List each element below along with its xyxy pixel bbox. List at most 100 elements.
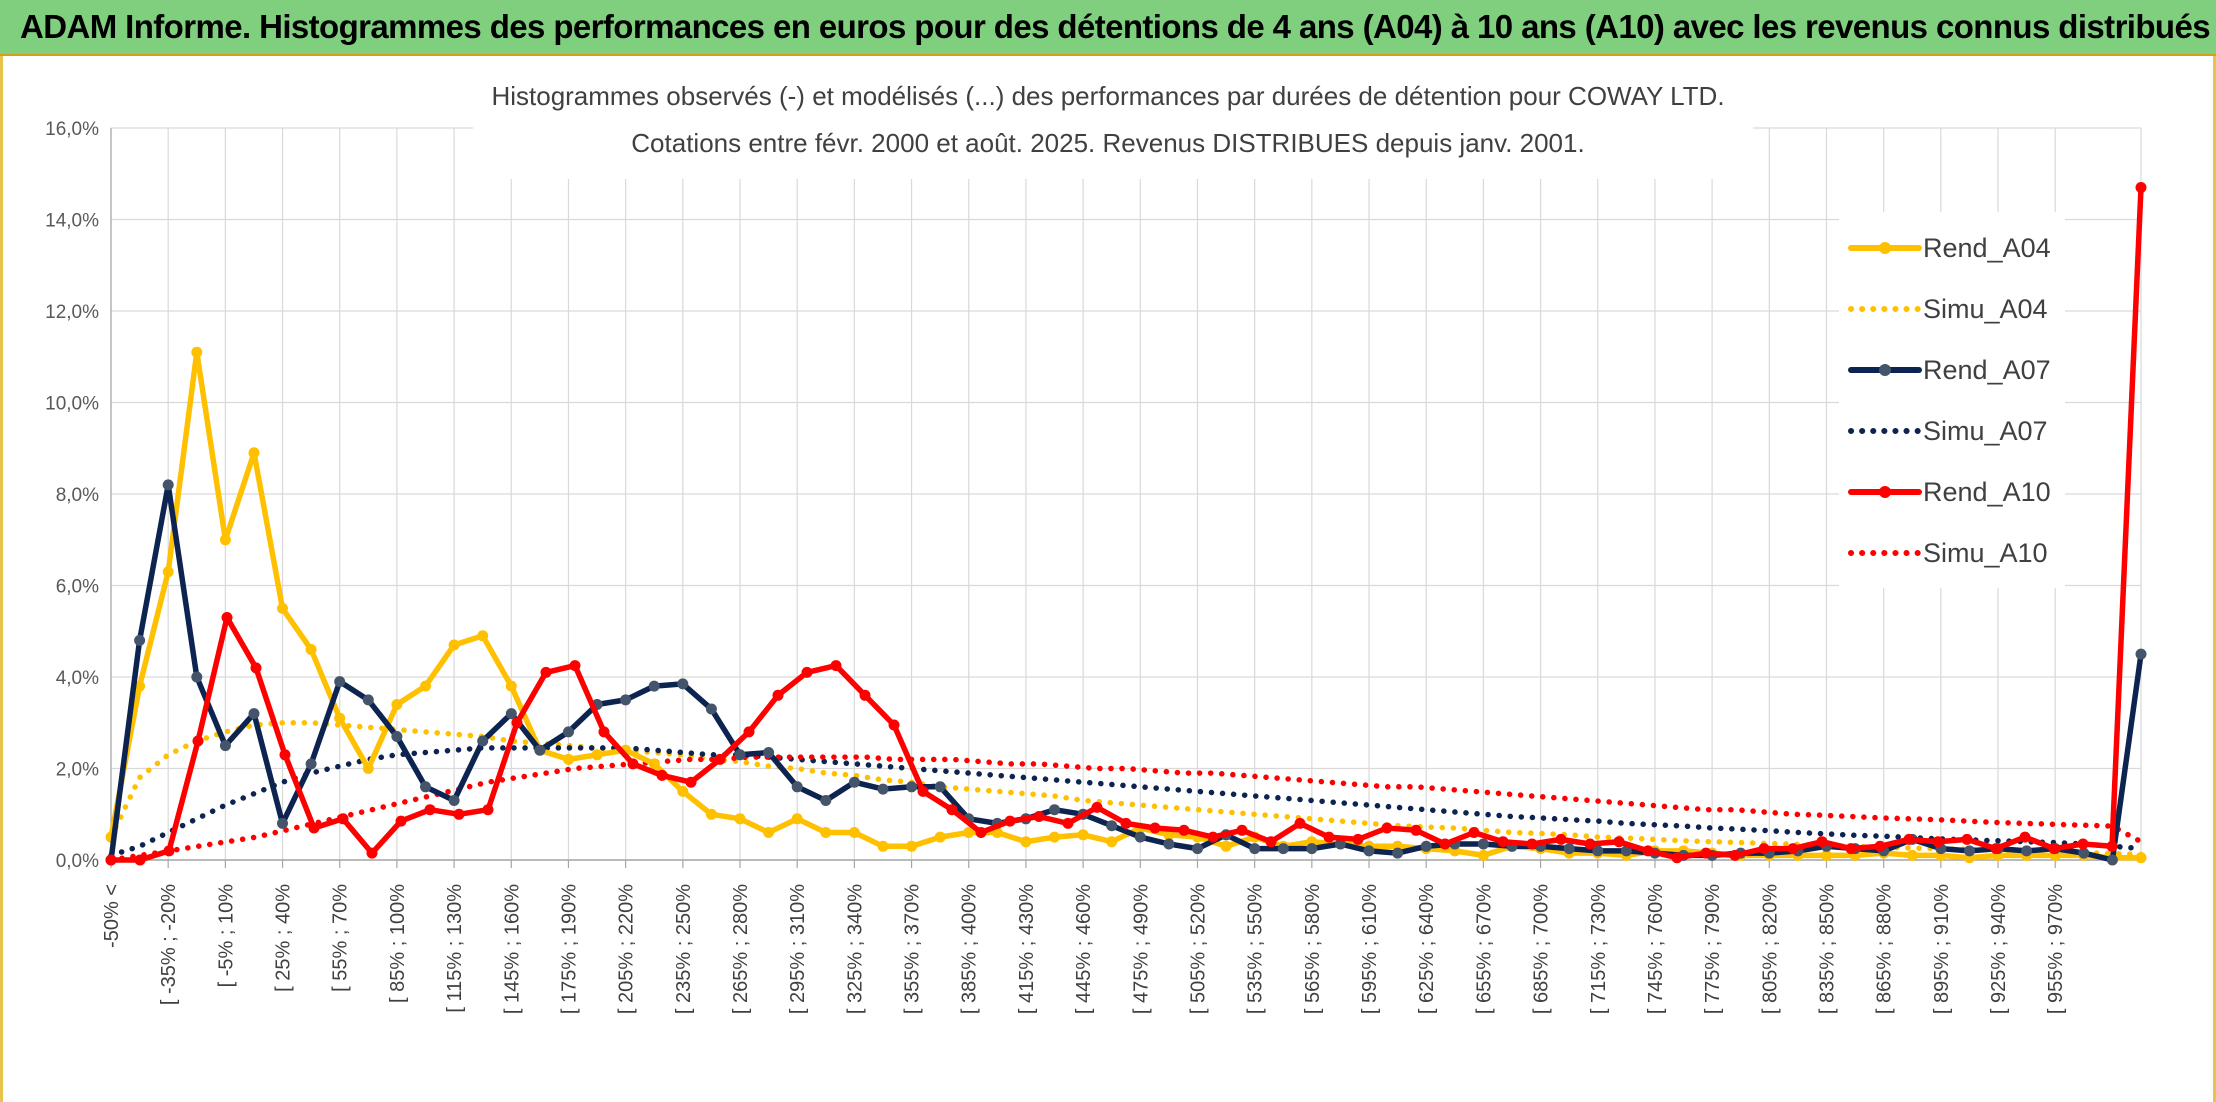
x-tick-label: [ 205% ; 220% [616,884,638,1014]
series-simu-a07 [108,745,2144,859]
data-point [1758,843,1770,855]
data-point [743,726,755,738]
data-point [820,795,832,806]
data-point [1845,843,1857,855]
x-tick-label: [ 625% ; 640% [1416,884,1438,1014]
title-background [473,59,1753,179]
data-point [1120,817,1132,829]
legend: Rend_A04 Simu_A04 Rend_A07 Simu_A07 Rend_A10… [1839,212,2065,588]
legend-label: Rend_A10 [1923,477,2051,507]
data-point [1592,845,1604,857]
data-point [2021,845,2033,857]
x-tick-label: [ 415% ; 430% [1016,884,1038,1014]
data-point [934,831,946,843]
legend-item: Rend_A10 [1848,477,2051,507]
series-line-rend-a04 [108,349,2144,861]
x-tick-label: [ 445% ; 460% [1073,884,1095,1014]
data-point [1091,801,1103,813]
data-point [277,817,288,829]
data-point [482,804,494,816]
data-point [505,708,517,720]
x-tick-label: [ 805% ; 820% [1759,884,1781,1014]
data-point [685,776,697,788]
data-point [1236,824,1248,836]
data-point [279,749,291,761]
x-tick-label: [ 865% ; 880% [1874,884,1896,1014]
data-point [1787,843,1799,855]
data-point [1334,838,1346,850]
data-point [250,662,262,674]
x-tick-label: [ -35% ; -20% [158,884,180,1005]
data-point [934,781,946,793]
data-point [1033,811,1045,822]
data-point [1163,838,1175,850]
data-point [1671,852,1683,864]
data-point [1323,831,1335,843]
data-point [1277,843,1289,855]
chart-title: Histogrammes observés (-) et modélisés (… [491,81,1724,111]
data-point [677,678,689,690]
data-point [277,602,288,614]
data-point [362,763,374,774]
data-point [391,731,403,742]
data-point [2078,847,2090,859]
data-point [1352,833,1364,845]
data-point [308,822,320,834]
x-tick-label: [ 265% ; 280% [730,884,752,1014]
data-point [1526,838,1538,850]
legend-item: Rend_A07 [1848,355,2051,385]
data-point [424,804,436,816]
data-point [448,795,460,806]
y-tick-label: 0,0% [56,851,99,872]
data-point [391,699,403,710]
data-point [1497,836,1509,848]
x-tick-label: [ 685% ; 700% [1531,884,1553,1014]
data-point [1964,845,1975,857]
data-point [2106,854,2118,866]
series-line-rend-a07 [108,482,2144,863]
data-point [1990,843,2002,855]
data-point [772,689,784,701]
x-tick-label: [ 565% ; 580% [1302,884,1324,1014]
legend-item: Simu_A04 [1848,294,2048,324]
data-point [1439,838,1451,850]
data-point [591,749,603,761]
x-tick-label: -50% < [101,884,123,948]
x-tick-label: [ 55% ; 70% [330,884,352,992]
legend-item: Rend_A04 [1848,233,2051,263]
data-point [877,840,889,852]
data-point [620,694,632,706]
x-tick-label: [ 25% ; 40% [273,884,295,992]
data-point [1049,831,1060,843]
data-point [305,758,317,770]
data-point [1220,840,1232,852]
data-point [714,753,726,765]
data-point [801,666,813,678]
data-point [1477,849,1489,861]
data-point [1077,829,1089,841]
legend-item: Simu_A07 [1848,416,2048,446]
y-tick-label: 10,0% [45,394,99,415]
series-line-simu-a10 [108,754,2144,863]
data-point [1049,804,1060,816]
data-point [1932,836,1944,848]
data-point [848,827,860,838]
data-point [1642,845,1654,857]
x-tick-label: [ 325% ; 340% [844,884,866,1014]
data-point [906,781,918,793]
data-point [888,719,900,731]
data-point [1816,836,1828,848]
data-point [598,726,610,738]
data-point [569,660,581,672]
data-point [1106,820,1118,832]
data-point [420,680,431,692]
data-point [734,749,746,761]
data-point [248,447,260,459]
data-point [1410,824,1422,836]
data-point [1961,833,1973,845]
data-point [219,534,231,546]
data-point [162,479,174,491]
data-point [2135,182,2147,193]
data-point [505,680,517,692]
data-point [763,827,775,838]
